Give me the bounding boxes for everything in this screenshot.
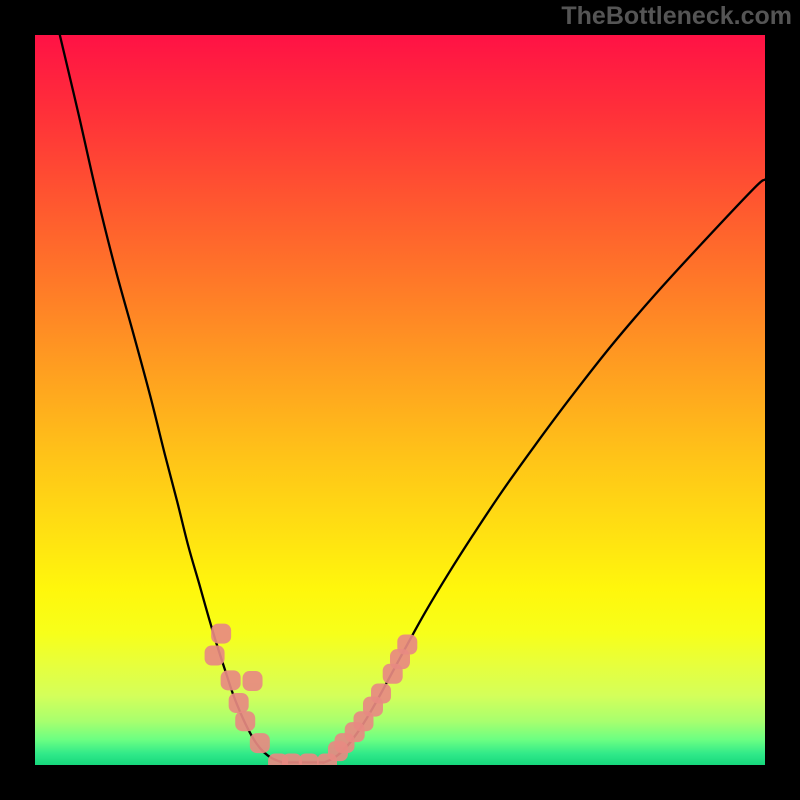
gradient-background — [35, 35, 765, 765]
chart-frame: TheBottleneck.com — [0, 0, 800, 800]
watermark-text: TheBottleneck.com — [561, 2, 792, 31]
plot-area — [35, 35, 765, 765]
